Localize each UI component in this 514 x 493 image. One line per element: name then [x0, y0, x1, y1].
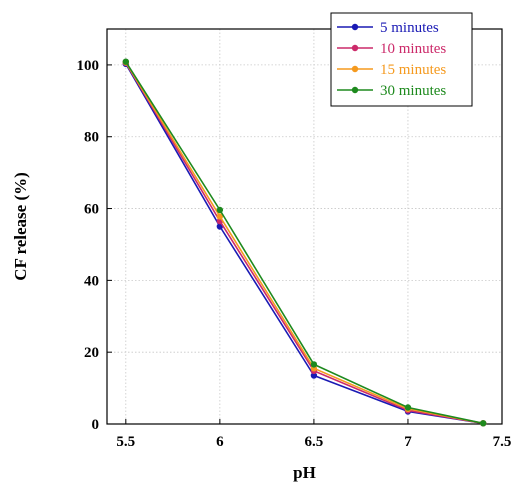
x-tick-label: 7.5	[493, 434, 512, 450]
y-axis-title: CF release (%)	[11, 172, 30, 281]
series-line-3	[125, 61, 484, 425]
series-line-2	[125, 62, 484, 425]
x-tick-label: 6.5	[305, 434, 324, 450]
data-point	[216, 206, 224, 214]
legend-swatch-marker	[351, 86, 359, 94]
data-point	[479, 420, 487, 427]
y-tick-label: 100	[77, 58, 100, 74]
axis-ticks: 5.5 6 6.5 7 7.5 0 20 40 60 80 100	[77, 58, 512, 450]
y-tick-label: 0	[92, 417, 100, 433]
y-tick-label: 60	[84, 202, 99, 218]
y-tick-label: 20	[84, 345, 99, 361]
data-point	[122, 58, 130, 65]
x-axis-title: pH	[293, 463, 316, 482]
legend-label: 10 minutes	[380, 41, 446, 57]
data-point	[310, 372, 318, 379]
series-layer	[122, 58, 487, 427]
y-tick-label: 80	[84, 130, 99, 146]
legend-label: 5 minutes	[380, 20, 439, 36]
x-tick-label: 6	[216, 434, 224, 450]
legend-swatch-marker	[351, 23, 359, 31]
series-line-1	[125, 63, 484, 425]
data-point	[310, 361, 318, 368]
legend: 5 minutes 10 minutes 15 minutes 30 minutes	[330, 12, 473, 107]
y-tick-label: 40	[84, 273, 99, 289]
plot-frame	[106, 28, 503, 425]
series-line-4	[125, 61, 484, 425]
legend-label: 15 minutes	[380, 62, 446, 78]
legend-label: 30 minutes	[380, 83, 446, 99]
x-tick-label: 5.5	[116, 434, 135, 450]
legend-swatch-marker	[351, 44, 359, 52]
x-tick-label: 7	[404, 434, 412, 450]
data-point	[404, 404, 412, 411]
legend-swatch-marker	[351, 65, 359, 73]
data-point	[216, 213, 224, 220]
